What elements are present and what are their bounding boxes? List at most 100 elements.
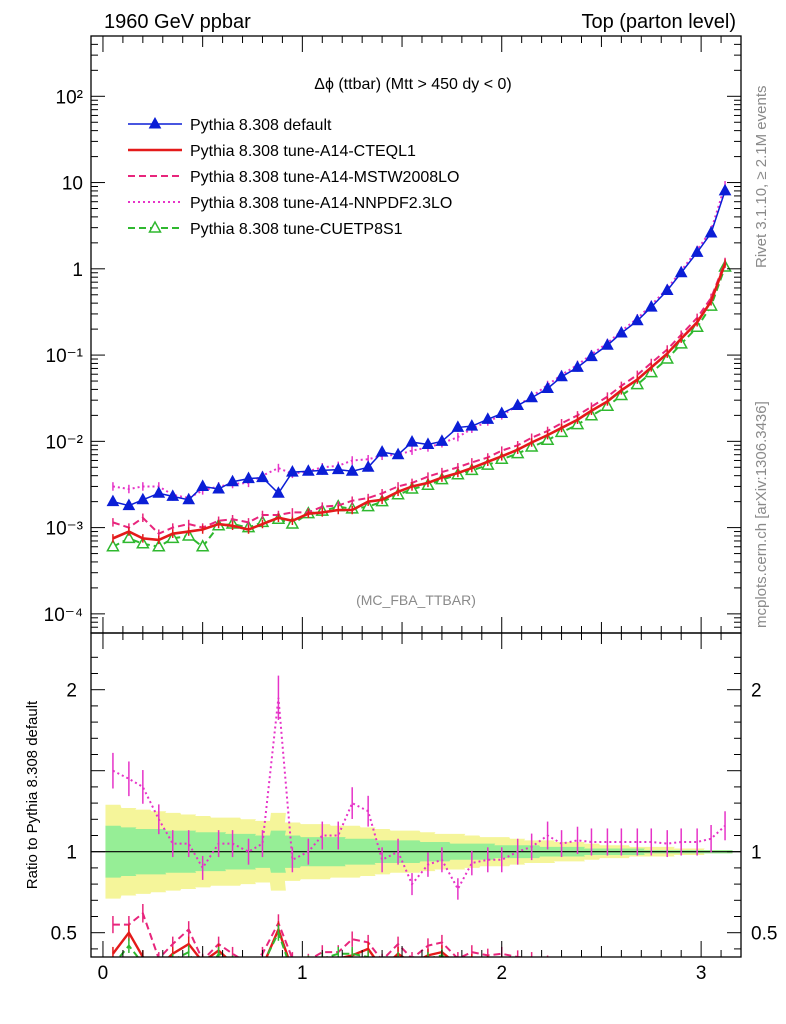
ratio-series xyxy=(91,675,741,957)
ratio-frame xyxy=(90,632,742,958)
data-point xyxy=(660,351,674,364)
data-point xyxy=(256,470,269,483)
y-tick-label: 10⁻¹ xyxy=(46,346,84,367)
data-point xyxy=(182,492,196,505)
main-series-4 xyxy=(106,259,732,552)
data-point xyxy=(195,539,210,552)
legend-entry-4: Pythia 8.308 tune-CUETP8S1 xyxy=(128,220,403,238)
ratio-line-2 xyxy=(111,926,450,957)
legend-entry-3: Pythia 8.308 tune-A14-NNPDF2.3LO xyxy=(128,195,452,212)
data-point xyxy=(630,313,644,326)
main-frame xyxy=(90,35,742,634)
legend-label: Pythia 8.308 tune-A14-CTEQL1 xyxy=(190,143,416,160)
data-point xyxy=(525,390,538,403)
data-point xyxy=(286,465,299,477)
data-point xyxy=(511,398,525,411)
analysis-watermark: (MC_FBA_TTBAR) xyxy=(356,592,476,608)
data-point xyxy=(331,462,345,475)
ratio-line-1 xyxy=(112,911,527,957)
data-point xyxy=(585,349,598,362)
rivet-label: Rivet 3.1.10, ≥ 2.1M events xyxy=(753,86,770,269)
header-right: Top (parton level) xyxy=(581,11,736,33)
legend-entry-0: Pythia 8.308 default xyxy=(128,116,332,134)
x-tick-label: 1 xyxy=(297,963,308,984)
data-point xyxy=(361,460,375,472)
data-point xyxy=(226,474,239,487)
data-point xyxy=(718,183,732,196)
axes: 10⁻⁴ 10⁻³ 10⁻² 10⁻¹ 1 10 10² 0 1 2 3 0.5 0.5 1 1 2 2 xyxy=(44,35,777,984)
ratio-y-tick-label-right: 2 xyxy=(751,681,762,702)
ratio-y-tick-label-right: 0.5 xyxy=(751,924,777,945)
data-point xyxy=(405,435,419,447)
ratio-y-tick-label: 1 xyxy=(66,843,77,864)
y-tick-label: 10 xyxy=(62,174,83,195)
y-tick-label: 10⁻³ xyxy=(46,519,84,540)
main-line-4 xyxy=(112,266,726,549)
data-point xyxy=(315,463,329,475)
x-tick-label: 3 xyxy=(696,963,707,984)
data-point xyxy=(375,445,389,457)
data-point xyxy=(122,498,136,511)
data-point xyxy=(601,338,614,350)
data-point xyxy=(690,245,704,257)
data-point xyxy=(421,437,435,449)
data-point xyxy=(571,360,584,372)
ratio-series-1 xyxy=(112,903,549,957)
data-point xyxy=(166,489,180,501)
data-point xyxy=(660,283,674,296)
ratio-line-3 xyxy=(118,930,446,957)
data-point xyxy=(674,265,688,278)
data-point xyxy=(301,464,315,476)
data-point xyxy=(481,412,495,424)
data-point xyxy=(555,369,568,382)
main-line-1 xyxy=(112,263,727,542)
legend-label: Pythia 8.308 tune-A14-NNPDF2.3LO xyxy=(190,195,452,212)
main-line-2 xyxy=(112,261,726,535)
legend-label: Pythia 8.308 tune-CUETP8S1 xyxy=(190,221,403,238)
data-point xyxy=(242,471,255,484)
data-point xyxy=(106,539,120,552)
data-point xyxy=(152,539,166,552)
main-line-0 xyxy=(112,190,726,507)
x-tick-label: 0 xyxy=(98,963,109,984)
data-point xyxy=(122,530,136,544)
legend-marker xyxy=(148,220,162,233)
data-point xyxy=(136,492,150,505)
data-point xyxy=(272,486,285,498)
y-tick-label: 10⁻⁴ xyxy=(44,605,83,626)
data-point xyxy=(465,419,479,431)
data-point xyxy=(196,479,210,491)
legend: Pythia 8.308 default Pythia 8.308 tune-A1… xyxy=(128,116,459,238)
ratio-y-tick-label: 2 xyxy=(66,681,77,702)
legend-label: Pythia 8.308 tune-A14-MSTW2008LO xyxy=(190,169,459,186)
data-point xyxy=(136,536,150,549)
plot-title: Δϕ (ttbar) (Mtt > 450 dy < 0) xyxy=(314,76,512,93)
ratio-series-2 xyxy=(111,921,503,957)
y-tick-label: 1 xyxy=(72,260,83,281)
data-point xyxy=(212,481,225,494)
y-tick-label: 10² xyxy=(56,87,83,108)
mcplots-label: mcplots.cern.ch [arXiv:1306.3436] xyxy=(753,401,770,628)
ratio-line-0 xyxy=(112,697,726,892)
legend-label: Pythia 8.308 default xyxy=(190,117,332,134)
ratio-series-0 xyxy=(112,675,726,900)
main-series-0 xyxy=(106,183,732,511)
main-line-3 xyxy=(112,184,727,500)
legend-entry-1: Pythia 8.308 tune-A14-CTEQL1 xyxy=(128,143,416,160)
main-series xyxy=(106,181,732,552)
data-point xyxy=(541,381,554,393)
data-point xyxy=(451,420,465,432)
data-point xyxy=(391,447,405,460)
ratio-y-tick-label: 0.5 xyxy=(51,924,77,945)
main-series-2 xyxy=(112,257,726,538)
data-point xyxy=(644,365,659,378)
header-left: 1960 GeV ppbar xyxy=(104,11,251,33)
ratio-series-3 xyxy=(118,924,446,957)
data-point xyxy=(345,464,359,476)
ratio-y-axis-label: Ratio to Pythia 8.308 default xyxy=(24,700,41,889)
legend-marker xyxy=(148,116,162,129)
main-series-1 xyxy=(112,259,727,545)
data-point xyxy=(704,225,718,238)
ratio-y-tick-label-right: 1 xyxy=(751,843,762,864)
